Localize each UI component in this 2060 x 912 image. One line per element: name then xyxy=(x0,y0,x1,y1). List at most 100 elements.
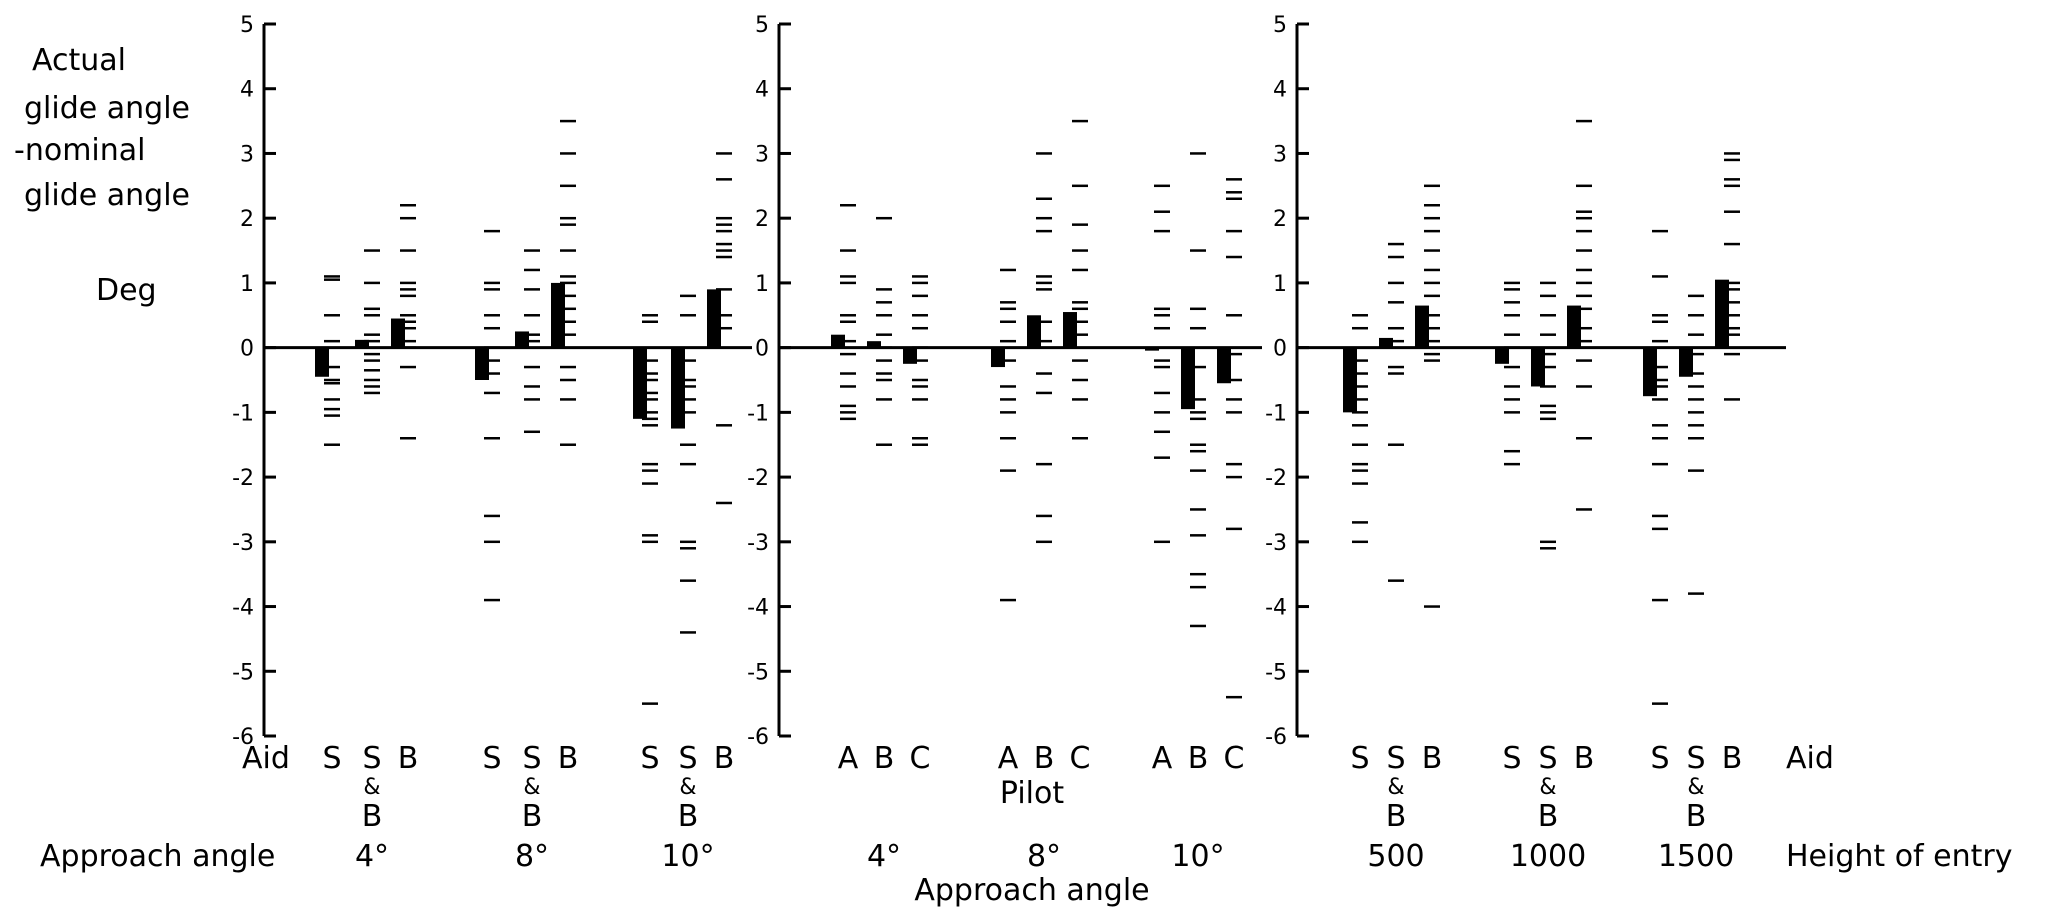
column-label: C xyxy=(1224,741,1245,776)
column-label-ampersand: & xyxy=(1687,775,1704,800)
y-tick-label: -3 xyxy=(1265,531,1287,556)
mean-bar xyxy=(671,347,685,429)
panel-3-group-title: Height of entry xyxy=(1786,839,2012,874)
panel-3-category-title: Aid xyxy=(1786,741,1834,776)
column-label: B xyxy=(1422,741,1443,776)
y-tick-label: 2 xyxy=(240,207,254,232)
y-tick-label: 3 xyxy=(755,142,769,167)
y-tick-label: 0 xyxy=(240,337,254,362)
column-label: S xyxy=(678,741,697,776)
y-tick-label: 1 xyxy=(1273,272,1287,297)
mean-bar xyxy=(707,289,721,348)
y-tick-label: 3 xyxy=(1273,142,1287,167)
column-label: S xyxy=(1538,741,1557,776)
panel-2-category-title: Pilot xyxy=(1000,776,1064,811)
column-label: B xyxy=(1574,741,1595,776)
mean-bar xyxy=(475,347,489,380)
group-label: 10° xyxy=(1171,839,1224,874)
column-label: B xyxy=(558,741,579,776)
column-label: B xyxy=(714,741,735,776)
y-tick-label: -4 xyxy=(747,596,769,621)
column-label: B xyxy=(874,741,895,776)
column-label: S xyxy=(640,741,659,776)
group-label: 4° xyxy=(355,839,389,874)
mean-bar xyxy=(315,347,329,377)
mean-bar xyxy=(515,331,529,348)
y-tick-label: -4 xyxy=(1265,596,1287,621)
mean-bar xyxy=(1343,347,1357,413)
y-tick-label: -1 xyxy=(232,401,254,426)
column-label: S xyxy=(1502,741,1521,776)
mean-bar xyxy=(831,334,845,348)
group-label: 500 xyxy=(1367,839,1424,874)
y-tick-label: -6 xyxy=(232,725,254,750)
column-label: C xyxy=(910,741,931,776)
group-label: 8° xyxy=(515,839,549,874)
mean-bar xyxy=(355,339,369,348)
y-tick-label: -2 xyxy=(747,466,769,491)
group-label: 1000 xyxy=(1510,839,1586,874)
y-tick-label: -2 xyxy=(1265,466,1287,491)
column-label: S xyxy=(482,741,501,776)
column-label-ampersand: & xyxy=(679,775,696,800)
y-axis-title-line-1: Actual xyxy=(32,43,126,78)
y-tick-label: 4 xyxy=(1273,78,1287,103)
y-axis-title-line-3: -nominal xyxy=(14,133,145,168)
y-tick-label: -5 xyxy=(232,660,254,685)
column-label: S xyxy=(522,741,541,776)
y-tick-label: -4 xyxy=(232,596,254,621)
y-tick-label: 3 xyxy=(240,142,254,167)
mean-bar xyxy=(1217,347,1231,384)
y-tick-label: -1 xyxy=(747,401,769,426)
y-tick-label: -6 xyxy=(1265,725,1287,750)
column-sub-label: B xyxy=(678,799,699,834)
mean-bar xyxy=(551,282,565,348)
column-label: S xyxy=(1650,741,1669,776)
column-label: B xyxy=(1188,741,1209,776)
y-tick-label: 2 xyxy=(1273,207,1287,232)
column-sub-label: B xyxy=(1538,799,1559,834)
column-label: C xyxy=(1070,741,1091,776)
column-label: B xyxy=(1034,741,1055,776)
column-label: B xyxy=(1722,741,1743,776)
column-sub-label: B xyxy=(522,799,543,834)
column-sub-label: B xyxy=(362,799,383,834)
y-tick-label: 2 xyxy=(755,207,769,232)
column-sub-label: B xyxy=(1386,799,1407,834)
column-label: A xyxy=(998,741,1019,776)
y-tick-label: 0 xyxy=(755,337,769,362)
panel-2-group-title: Approach angle xyxy=(914,873,1149,908)
mean-bar xyxy=(1715,279,1729,348)
mean-bar xyxy=(1495,347,1509,364)
column-label: A xyxy=(1152,741,1173,776)
column-label-ampersand: & xyxy=(363,775,380,800)
mean-bar xyxy=(1145,347,1159,351)
y-tick-label: 0 xyxy=(1273,337,1287,362)
y-tick-label: 4 xyxy=(240,78,254,103)
y-tick-label: -5 xyxy=(1265,660,1287,685)
mean-bar xyxy=(1643,347,1657,397)
y-tick-label: -6 xyxy=(747,725,769,750)
mean-bar xyxy=(1567,305,1581,348)
mean-bar xyxy=(391,318,405,348)
column-sub-label: B xyxy=(1686,799,1707,834)
group-label: 8° xyxy=(1027,839,1061,874)
y-tick-label: 5 xyxy=(755,13,769,38)
y-tick-label: -3 xyxy=(232,531,254,556)
y-tick-label: 5 xyxy=(240,13,254,38)
column-label: S xyxy=(362,741,381,776)
mean-bar xyxy=(903,347,917,364)
mean-bar xyxy=(1531,347,1545,387)
group-label: 4° xyxy=(867,839,901,874)
column-label: A xyxy=(838,741,859,776)
mean-bar xyxy=(1027,315,1041,348)
y-axis-title-line-2: glide angle xyxy=(24,91,190,126)
y-axis-title-line-4: glide angle xyxy=(24,178,190,213)
mean-bar xyxy=(1379,337,1393,348)
column-label: S xyxy=(1686,741,1705,776)
column-label: S xyxy=(1386,741,1405,776)
mean-bar xyxy=(1063,312,1077,348)
group-label: 1500 xyxy=(1658,839,1734,874)
y-tick-label: -3 xyxy=(747,531,769,556)
